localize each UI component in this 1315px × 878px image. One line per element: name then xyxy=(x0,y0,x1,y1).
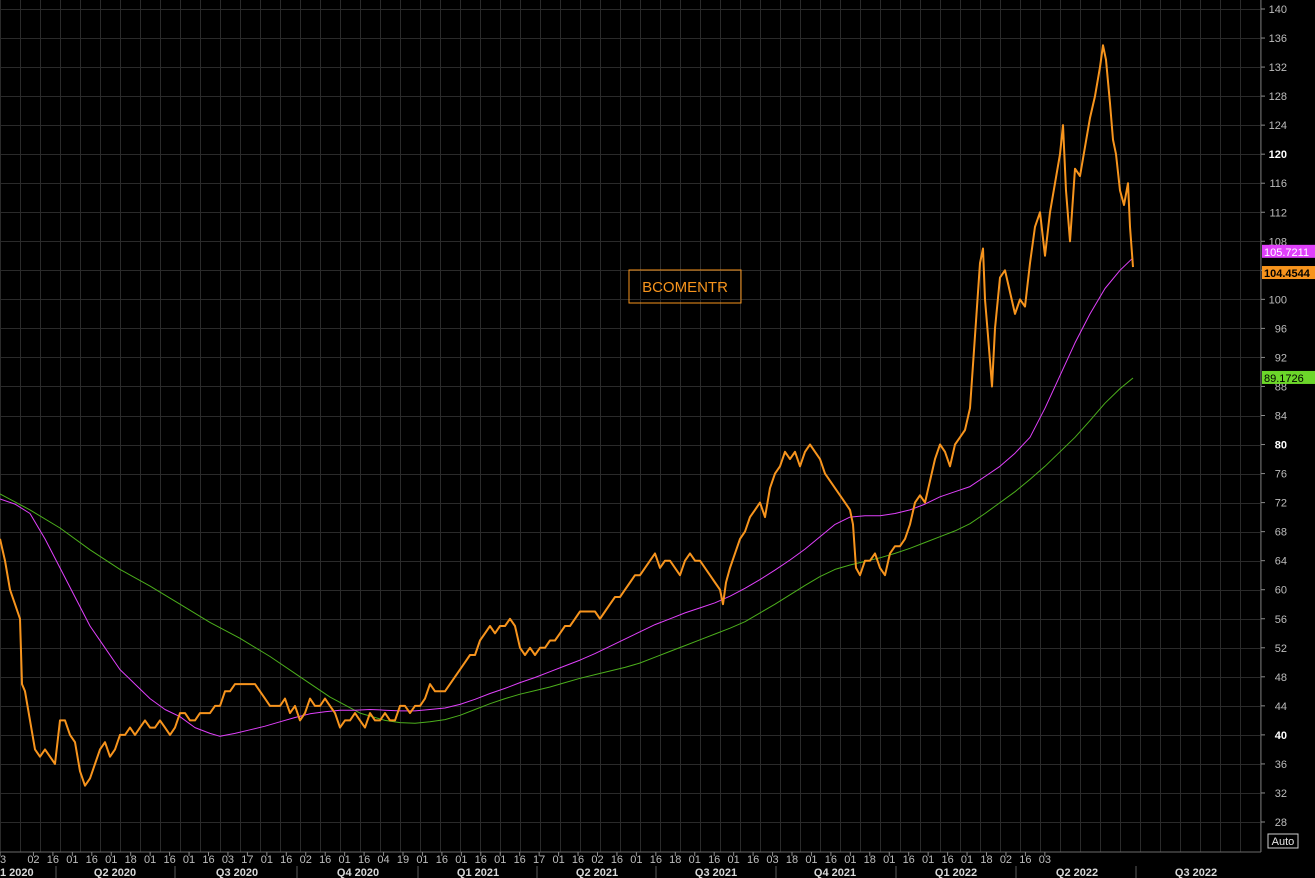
x-tick-label: 16 xyxy=(903,854,915,866)
x-tick-label: 19 xyxy=(397,854,409,866)
y-tick-label: 76 xyxy=(1275,469,1287,481)
y-tick-label: 116 xyxy=(1269,178,1287,190)
quarter-label: Q2 2020 xyxy=(94,867,136,878)
quarter-label: Q3 2021 xyxy=(695,867,737,878)
quarter-label: Q3 2020 xyxy=(216,867,258,878)
x-tick-label: 01 xyxy=(105,854,117,866)
x-tick-label: 01 xyxy=(883,854,895,866)
x-tick-label: 16 xyxy=(319,854,331,866)
y-tick-label: 92 xyxy=(1275,352,1287,364)
x-tick-label: 16 xyxy=(86,854,98,866)
x-tick-label: 3 xyxy=(0,854,6,866)
y-tick-label: 32 xyxy=(1275,788,1287,800)
x-tick-label: 01 xyxy=(455,854,467,866)
quarter-label: Q1 2021 xyxy=(457,867,499,878)
x-tick-label: 16 xyxy=(941,854,953,866)
x-tick-label: 01 xyxy=(144,854,156,866)
y-tick-label: 48 xyxy=(1275,672,1287,684)
y-tick-label: 64 xyxy=(1275,556,1287,568)
x-tick-label: 03 xyxy=(766,854,778,866)
x-tick-label: 02 xyxy=(1000,854,1012,866)
x-tick-label: 02 xyxy=(27,854,39,866)
x-tick-label: 18 xyxy=(980,854,992,866)
x-tick-label: 01 xyxy=(728,854,740,866)
x-tick-label: 02 xyxy=(591,854,603,866)
x-tick-label: 03 xyxy=(1039,854,1051,866)
y-tick-label: 72 xyxy=(1275,498,1287,510)
x-tick-label: 16 xyxy=(611,854,623,866)
value-tag-label: 105.7211 xyxy=(1264,247,1309,259)
x-tick-label: 16 xyxy=(747,854,759,866)
quarter-label: Q4 2020 xyxy=(337,867,379,878)
y-tick-label: 100 xyxy=(1269,294,1287,306)
x-tick-label: 01 xyxy=(689,854,701,866)
y-tick-label: 112 xyxy=(1269,207,1287,219)
value-tag-label: 104.4544 xyxy=(1264,268,1311,280)
quarter-label: Q2 2021 xyxy=(576,867,618,878)
value-tag-label: 89.1726 xyxy=(1264,373,1304,385)
x-tick-label: 16 xyxy=(825,854,837,866)
y-tick-label: 140 xyxy=(1269,4,1287,16)
y-tick-label: 36 xyxy=(1275,759,1287,771)
x-tick-label: 18 xyxy=(786,854,798,866)
y-tick-label: 96 xyxy=(1275,323,1287,335)
x-tick-label: 16 xyxy=(708,854,720,866)
x-tick-label: 01 xyxy=(844,854,856,866)
y-tick-label: 84 xyxy=(1275,411,1287,423)
y-tick-label: 52 xyxy=(1275,643,1287,655)
y-tick-label: 68 xyxy=(1275,527,1287,539)
y-tick-label: 44 xyxy=(1275,701,1287,713)
y-tick-label: 80 xyxy=(1275,440,1287,452)
x-tick-label: 16 xyxy=(163,854,175,866)
quarter-label: Q2 2022 xyxy=(1056,867,1098,878)
x-tick-label: 01 xyxy=(183,854,195,866)
x-tick-label: 17 xyxy=(241,854,253,866)
y-tick-label: 120 xyxy=(1269,149,1287,161)
x-tick-label: 01 xyxy=(494,854,506,866)
quarter-label: 1 2020 xyxy=(0,867,34,878)
x-tick-label: 01 xyxy=(805,854,817,866)
chart-title: BCOMENTR xyxy=(642,279,728,296)
x-tick-label: 01 xyxy=(961,854,973,866)
y-tick-label: 136 xyxy=(1269,33,1287,45)
auto-button[interactable]: Auto xyxy=(1268,834,1298,848)
x-tick-label: 04 xyxy=(377,854,389,866)
x-tick-label: 02 xyxy=(300,854,312,866)
y-tick-label: 28 xyxy=(1275,817,1287,829)
x-tick-label: 16 xyxy=(47,854,59,866)
y-tick-label: 60 xyxy=(1275,585,1287,597)
x-tick-label: 01 xyxy=(416,854,428,866)
x-tick-label: 01 xyxy=(922,854,934,866)
y-tick-label: 40 xyxy=(1275,730,1287,742)
x-tick-label: 16 xyxy=(572,854,584,866)
x-tick-label: 18 xyxy=(864,854,876,866)
y-tick-label: 132 xyxy=(1269,62,1287,74)
x-tick-label: 16 xyxy=(650,854,662,866)
y-tick-label: 56 xyxy=(1275,614,1287,626)
y-tick-label: 128 xyxy=(1269,91,1287,103)
x-tick-label: 01 xyxy=(339,854,351,866)
y-tick-label: 124 xyxy=(1269,120,1287,132)
x-tick-label: 16 xyxy=(514,854,526,866)
x-tick-label: 01 xyxy=(261,854,273,866)
x-tick-label: 16 xyxy=(475,854,487,866)
x-tick-label: 01 xyxy=(552,854,564,866)
x-tick-label: 16 xyxy=(436,854,448,866)
auto-button-label: Auto xyxy=(1272,836,1295,848)
x-tick-label: 16 xyxy=(358,854,370,866)
quarter-label: Q4 2021 xyxy=(814,867,856,878)
x-tick-label: 18 xyxy=(669,854,681,866)
x-tick-label: 16 xyxy=(202,854,214,866)
quarter-label: Q1 2022 xyxy=(935,867,977,878)
x-tick-label: 16 xyxy=(1019,854,1031,866)
x-tick-label: 18 xyxy=(125,854,137,866)
x-tick-label: 17 xyxy=(533,854,545,866)
x-tick-label: 16 xyxy=(280,854,292,866)
x-tick-label: 03 xyxy=(222,854,234,866)
quarter-label: Q3 2022 xyxy=(1175,867,1217,878)
x-tick-label: 01 xyxy=(66,854,78,866)
x-tick-label: 01 xyxy=(630,854,642,866)
